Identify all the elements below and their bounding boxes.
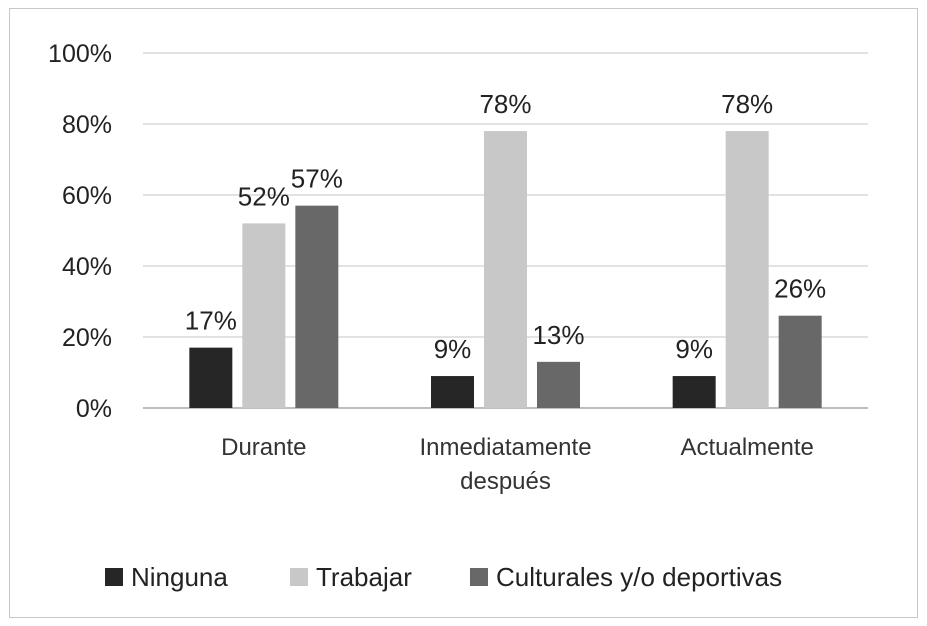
data-label: 78% [721, 89, 773, 119]
x-axis: Durante Inmediatamente después Actualmente [221, 434, 814, 495]
y-tick-label: 20% [62, 324, 112, 352]
y-tick-label: 40% [62, 253, 112, 281]
bar-trabajar [484, 131, 527, 408]
y-tick-label: 60% [62, 182, 112, 210]
data-label: 9% [675, 334, 713, 364]
bar-ninguna [431, 376, 474, 408]
bar-culturales-y-o-deportivas [295, 205, 339, 408]
x-category-label: Inmediatamente después [419, 434, 591, 495]
bar-ninguna [189, 347, 233, 408]
data-label: 57% [291, 164, 343, 194]
y-tick-label: 100% [48, 40, 112, 68]
y-tick-label: 0% [76, 395, 112, 423]
bar-culturales-y-o-deportivas [778, 315, 822, 408]
legend: Ninguna Trabajar Culturales y/o deportivas [105, 562, 782, 592]
bars [189, 131, 822, 408]
data-label: 13% [532, 320, 584, 350]
data-label: 17% [185, 306, 237, 336]
data-label: 52% [238, 181, 290, 211]
data-label: 26% [774, 274, 826, 304]
bar-trabajar [242, 223, 286, 408]
bar-trabajar [725, 131, 769, 408]
legend-label: Culturales y/o deportivas [496, 562, 782, 592]
data-label: 78% [479, 89, 531, 119]
legend-swatch [105, 568, 123, 586]
data-labels: 17% 52%57% 9% 78% 13% 9% 78% 26% [185, 89, 826, 364]
legend-label: Ninguna [131, 562, 228, 592]
legend-label: Trabajar [316, 562, 412, 592]
bar-culturales-y-o-deportivas [537, 361, 580, 408]
legend-swatch [470, 568, 488, 586]
y-axis: 0% 20% 40% 60% 80% 100% [48, 40, 112, 423]
data-label: 9% [434, 334, 472, 364]
x-category-label: Actualmente [680, 434, 813, 461]
y-tick-label: 80% [62, 111, 112, 139]
x-category-label: Durante [221, 434, 306, 461]
bar-ninguna [672, 376, 716, 408]
legend-swatch [290, 568, 308, 586]
